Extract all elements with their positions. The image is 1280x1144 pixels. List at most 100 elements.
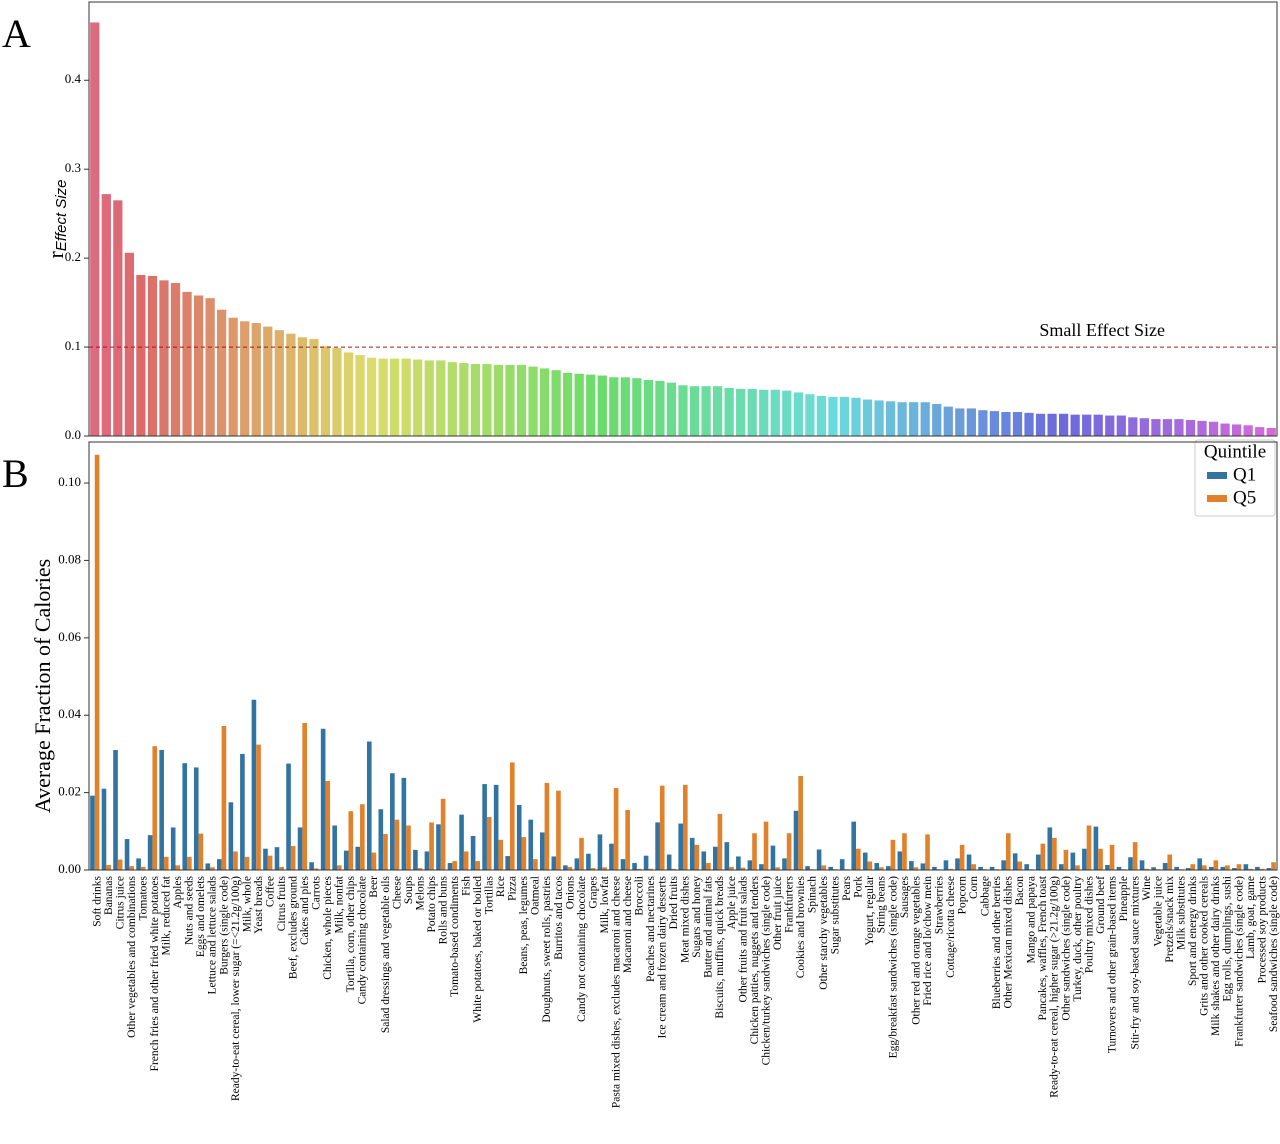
x-tick-label: Pasta mixed dishes, excludes macaroni an… [610, 876, 622, 1108]
x-tick-label: Popcorn [956, 876, 968, 915]
x-tick-label: Turkey, duck, other poultry [1072, 876, 1084, 1002]
bar [632, 863, 637, 870]
x-tick-label: Burgers (single code) [218, 876, 230, 975]
bar [1255, 866, 1260, 870]
bar [609, 377, 619, 436]
x-tick-label: Doughnuts, sweet rolls, pastries [541, 875, 553, 1022]
bar [498, 839, 504, 870]
bar [297, 337, 307, 436]
bar [1001, 860, 1006, 870]
bar [355, 355, 365, 436]
x-tick-label: Bacon [1014, 876, 1026, 906]
bar [897, 851, 903, 870]
x-tick-label: Chicken, whole pieces [322, 875, 334, 979]
bar [683, 784, 688, 870]
x-tick-label: Ground beef [1095, 876, 1107, 934]
bar [805, 866, 810, 870]
x-tick-label: Strawberries [933, 875, 945, 934]
bar [989, 866, 995, 870]
bar [217, 859, 222, 870]
bar [689, 837, 695, 870]
bar [343, 850, 349, 870]
bar [1040, 843, 1046, 870]
bar [1047, 827, 1053, 870]
bar [1243, 864, 1249, 870]
x-tick-label: Peaches and nectarines [645, 875, 657, 982]
bar [943, 860, 949, 870]
bar [539, 832, 545, 870]
bar [390, 773, 395, 870]
x-tick-label: Yogurt, regular [864, 876, 876, 946]
x-tick-label: Candy containing chocolate [357, 876, 369, 1004]
bar [586, 374, 596, 436]
y-axis-label: rEffect Size [43, 179, 70, 258]
x-tick-label: Milk, whole [241, 876, 253, 932]
bar [821, 865, 827, 870]
bar [528, 819, 534, 870]
bar [551, 856, 557, 870]
bar [736, 388, 746, 436]
bar [966, 854, 972, 870]
bar [1024, 412, 1034, 436]
bar [297, 827, 303, 870]
bar [978, 410, 988, 436]
bar [378, 358, 388, 436]
x-tick-label: Fried rice and lo/chow mein [922, 876, 934, 1006]
bar [1086, 825, 1092, 870]
x-tick-label: Sport and energy drinks [1187, 875, 1199, 986]
bar [170, 283, 181, 436]
bar [574, 373, 584, 436]
bar [943, 406, 953, 436]
x-tick-label: Tomatoes [138, 875, 150, 920]
bar [1232, 424, 1242, 436]
bar [724, 387, 734, 436]
x-tick-label: Milk, nonfat [334, 875, 346, 933]
bar [90, 795, 95, 870]
x-tick-label: Nuts and seeds [184, 875, 196, 945]
x-tick-label: Burritos and tacos [553, 875, 565, 959]
bar [1162, 863, 1168, 870]
bar [955, 408, 965, 436]
y-tick-label: 0.1 [65, 338, 81, 353]
bar [747, 860, 753, 870]
bar [509, 762, 515, 870]
bar [1185, 419, 1196, 436]
bar [1059, 413, 1069, 436]
bar [1105, 415, 1115, 436]
bar [925, 834, 930, 870]
bar [263, 326, 273, 436]
bar [920, 863, 926, 870]
y-tick-label: 0.06 [58, 629, 81, 644]
x-tick-label: Carrots [311, 875, 323, 909]
x-tick-label: Turnovers and other grain-based items [1106, 875, 1118, 1053]
bar [701, 386, 711, 436]
bar [394, 819, 400, 870]
bar [516, 364, 527, 436]
bar [482, 363, 492, 436]
bar [851, 397, 861, 436]
x-tick-label: Rice [495, 876, 507, 897]
bar [959, 844, 965, 870]
bar [655, 822, 660, 870]
bar [1220, 866, 1226, 870]
bar [140, 866, 146, 870]
bar [759, 389, 769, 436]
x-tick-label: Bananas [103, 875, 115, 914]
bar [1012, 411, 1023, 436]
x-tick-label: Grits and other cooked cereals [1199, 875, 1211, 1015]
bar [909, 861, 914, 870]
bar [366, 741, 372, 870]
bar [413, 359, 423, 436]
x-tick-label: Butter and animal fats [703, 875, 715, 977]
bar [920, 402, 930, 436]
bar [401, 777, 407, 870]
bar [1271, 862, 1276, 870]
bar [440, 798, 446, 870]
bar [205, 298, 215, 436]
x-tick-label: Beer [368, 876, 380, 898]
x-tick-label: Stir-fry and soy-based sauce mixtures [1129, 875, 1141, 1049]
bar [759, 864, 764, 870]
bar [736, 856, 741, 870]
bar [856, 848, 861, 870]
bar [205, 863, 211, 870]
